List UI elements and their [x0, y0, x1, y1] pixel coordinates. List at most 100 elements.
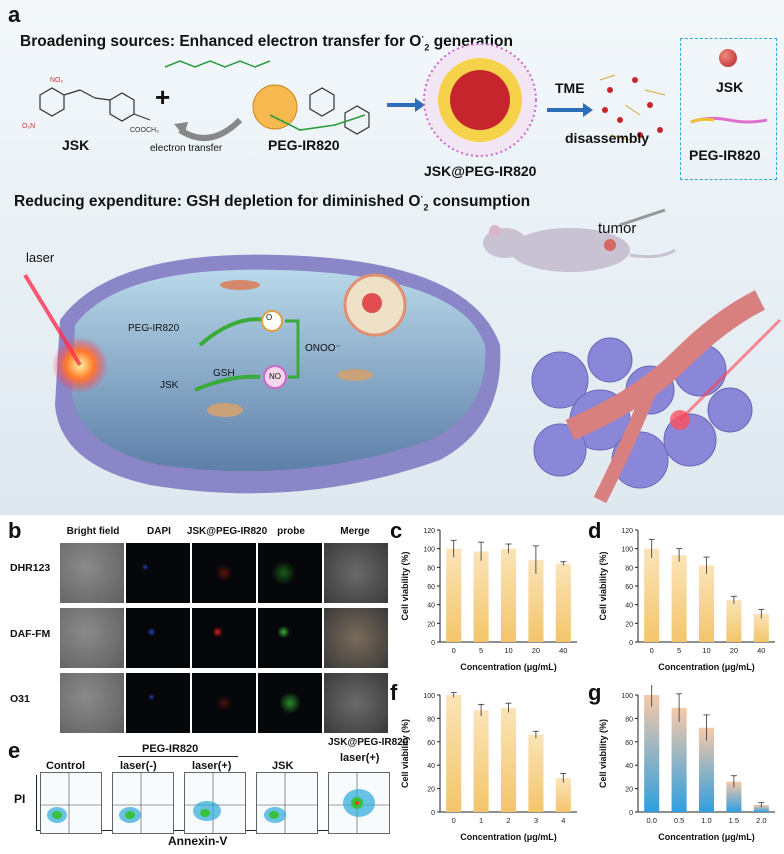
- onoo-label: ONOO⁻: [305, 343, 341, 354]
- x-tick-label: 40: [559, 646, 567, 655]
- jsk-label: JSK: [62, 137, 90, 153]
- y-tick-label: 60: [427, 740, 435, 747]
- panel-label-a: a: [8, 2, 21, 27]
- y-axis-title: Cell viability (%): [400, 719, 410, 788]
- heading-reducing: Reducing expenditure: GSH depletion for …: [14, 192, 531, 213]
- laser-label: laser: [26, 250, 55, 265]
- image-merge-dhr123: [324, 543, 388, 603]
- electron-transfer-label: electron transfer: [150, 143, 223, 154]
- bar: [446, 548, 462, 642]
- arrow-tme: [547, 103, 593, 117]
- y-tick-label: 60: [427, 584, 435, 591]
- flow-label-control: Control: [46, 760, 86, 772]
- cell-illustration: [23, 254, 501, 494]
- jsk-peg-ir820-nanoparticle: [423, 43, 537, 157]
- row-o31: O31: [10, 693, 30, 705]
- flow-plot-jsk: [256, 772, 318, 834]
- y-tick-label: 40: [427, 763, 435, 770]
- y-tick-label: 80: [427, 716, 435, 723]
- y-tick-label: 100: [423, 693, 435, 700]
- peg-legend-icon: [690, 116, 768, 124]
- microscopy-grid: [60, 543, 390, 738]
- x-tick-label: 5: [479, 646, 483, 655]
- bar: [555, 563, 571, 642]
- y-tick-label: 100: [621, 547, 633, 554]
- x-tick-label: 1.5: [729, 816, 739, 825]
- gsh-label: GSH: [213, 368, 235, 379]
- x-tick-label: 4: [561, 816, 565, 825]
- y-tick-label: 80: [625, 565, 633, 572]
- image-bf-daf-fm: [60, 608, 124, 668]
- bar: [446, 695, 462, 812]
- x-axis-title: Concentration (μg/mL): [460, 662, 557, 672]
- image-bf-o31: [60, 673, 124, 733]
- bar: [500, 707, 517, 812]
- y-tick-label: 0: [629, 640, 633, 647]
- image-merge-daf-fm: [324, 608, 388, 668]
- x-tick-label: 1: [479, 816, 483, 825]
- tumor-tissue-illustration: [531, 290, 782, 504]
- disassembled-particles: [599, 74, 666, 141]
- disassembly-label: disassembly: [565, 130, 650, 146]
- x-tick-label: 2: [506, 816, 510, 825]
- peg-ir820-structure: [164, 60, 370, 135]
- bar: [698, 565, 715, 642]
- bar: [671, 707, 687, 812]
- image-jsk-daf-fm: [192, 608, 256, 668]
- panel-label-d: d: [588, 518, 602, 543]
- y-axis-title: Cell viability (%): [598, 719, 608, 788]
- bar: [726, 600, 742, 642]
- flow-xlabel: Annexin-V: [168, 834, 228, 848]
- y-tick-label: 120: [423, 528, 435, 535]
- flow-group-line: [118, 756, 238, 757]
- flow-plot-laser-minus: [112, 772, 174, 834]
- image-dapi-o31: [126, 673, 190, 733]
- y-tick-label: 80: [625, 716, 633, 723]
- plus-sign: +: [155, 82, 171, 112]
- image-dapi-daf-fm: [126, 608, 190, 668]
- legend-jsk-label: JSK: [716, 79, 744, 95]
- x-tick-label: 10: [504, 646, 512, 655]
- image-probe-daf-fm: [258, 608, 322, 668]
- y-tick-label: 60: [625, 584, 633, 591]
- jsk-molecule-structure: NO₂ O₂N COOCH₃: [22, 77, 159, 134]
- flow-group-title: PEG-IR820: [142, 743, 199, 755]
- image-bf-dhr123: [60, 543, 124, 603]
- tumor-label: tumor: [598, 220, 637, 237]
- row-dhr123: DHR123: [10, 562, 51, 574]
- y-tick-label: 20: [625, 787, 633, 794]
- bar: [671, 555, 687, 642]
- svg-text:O₂N: O₂N: [22, 123, 35, 130]
- x-tick-label: 0: [452, 816, 456, 825]
- x-tick-label: 3: [534, 816, 538, 825]
- cell-jsk-label: JSK: [160, 380, 179, 391]
- col-bright-field: Bright field: [66, 526, 120, 537]
- peg-ir820-label: PEG-IR820: [268, 137, 340, 153]
- col-merge: Merge: [340, 526, 370, 537]
- x-tick-label: 5: [677, 646, 681, 655]
- y-tick-label: 120: [621, 528, 633, 535]
- col-probe: probe: [277, 526, 305, 537]
- y-tick-label: 100: [423, 547, 435, 554]
- cell-peg-label: PEG-IR820: [128, 323, 180, 334]
- image-jsk-o31: [192, 673, 256, 733]
- row-daf-fm: DAF-FM: [10, 628, 51, 640]
- panel-label-c: c: [390, 518, 403, 543]
- no-label: NO: [269, 372, 281, 381]
- bar: [555, 778, 571, 812]
- y-tick-label: 100: [621, 693, 633, 700]
- bar: [726, 781, 742, 812]
- flow-y-axis-arrow: [36, 775, 37, 830]
- bar: [644, 695, 660, 812]
- bar: [753, 804, 769, 812]
- y-axis-title: Cell viability (%): [400, 551, 410, 620]
- image-merge-o31: [324, 673, 388, 733]
- bar: [644, 548, 660, 642]
- x-tick-label: 10: [702, 646, 710, 655]
- bar: [753, 614, 769, 642]
- flow-last-group-title: JSK@PEG-IR820: [328, 737, 409, 748]
- x-tick-label: 20: [730, 646, 738, 655]
- x-axis-title: Concentration (μg/mL): [460, 832, 557, 842]
- chart-g: 0 20 40 60 80 100 0.0 0.5 1.0 1.5 2.0Concentration…: [598, 685, 775, 842]
